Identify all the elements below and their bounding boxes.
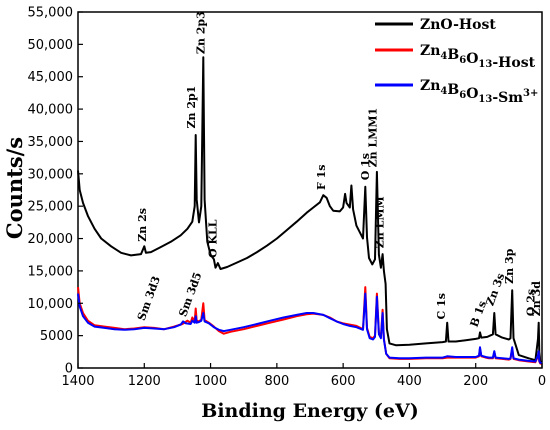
peak-label: Zn 2p1 (185, 86, 198, 129)
x-tick-label: 200 (463, 374, 488, 389)
x-axis-title: Binding Energy (eV) (201, 400, 418, 422)
peak-label: Zn LMM (374, 196, 387, 248)
peak-label: Zn 2p3 (195, 11, 208, 54)
y-tick-label: 15,000 (28, 264, 74, 279)
y-tick-label: 55,000 (28, 6, 74, 21)
x-tick-label: 1000 (194, 374, 227, 389)
series-line-3 (77, 292, 543, 365)
series-layer (77, 56, 543, 366)
peak-label: O 1s (359, 153, 372, 180)
plot-frame (77, 11, 543, 369)
x-tick-label: 0 (538, 374, 546, 389)
x-tick-label: 400 (397, 374, 422, 389)
legend-label-3: Zn4B6O13-Sm3+ (420, 78, 538, 106)
y-tick-label: 20,000 (28, 232, 74, 247)
y-tick-label: 40,000 (28, 103, 74, 118)
axes: 1400 1200 1000 800 600 400 200 0 0 5000 10,000 15,0… (28, 6, 547, 390)
plot-border (77, 11, 543, 369)
legend-label-1: ZnO-Host (420, 17, 496, 33)
x-tick-label: 1400 (61, 374, 94, 389)
peak-label: F 1s (315, 165, 328, 191)
y-tick-label: 25,000 (28, 200, 74, 215)
peak-label: C 1s (435, 293, 448, 319)
peak-label: Sm 3d5 (176, 270, 204, 318)
peak-label: Zn 3p (503, 248, 516, 284)
y-tick-label: 45,000 (28, 70, 74, 85)
x-tick-label: 1200 (128, 374, 161, 389)
legend: ZnO-Host Zn4B6O13-Host Zn4B6O13-Sm3+ (375, 17, 538, 106)
y-tick-label: 30,000 (28, 167, 74, 182)
series-line-1 (77, 56, 543, 364)
y-axis-title: Counts/s (2, 137, 27, 239)
y-tick-label: 0 (65, 362, 73, 377)
x-tick-label: 800 (264, 374, 289, 389)
peak-label: Zn 3d (530, 281, 543, 317)
peak-label: Zn 2s (136, 208, 149, 242)
peak-label: Sm 3d3 (135, 274, 163, 322)
legend-label-2: Zn4B6O13-Host (420, 43, 536, 71)
y-tick-label: 5000 (40, 329, 73, 344)
x-tick-label: 600 (331, 374, 356, 389)
y-tick-label: 10,000 (28, 297, 74, 312)
y-tick-label: 50,000 (28, 38, 74, 53)
peak-label: Zn LMM1 (366, 108, 379, 168)
peak-label: O KLL (207, 219, 220, 258)
peak-label: O 2s (525, 289, 538, 316)
y-tick-label: 35,000 (28, 135, 74, 150)
